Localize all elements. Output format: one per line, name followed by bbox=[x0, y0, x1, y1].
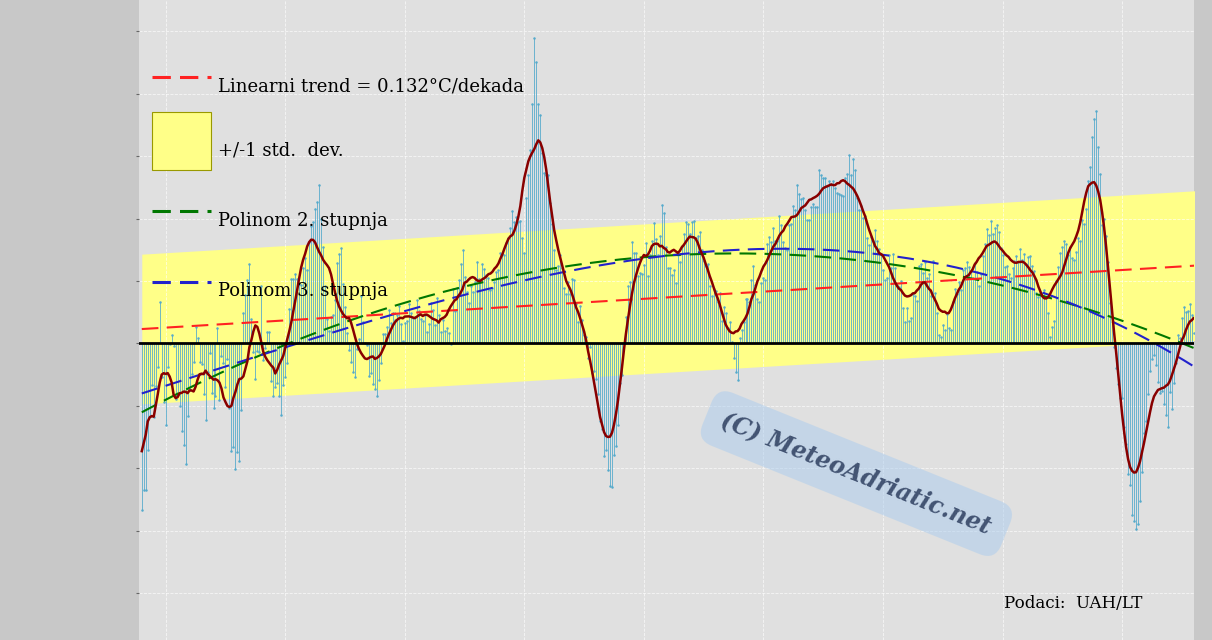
Text: Podaci:  UAH/LT: Podaci: UAH/LT bbox=[1004, 595, 1143, 612]
Text: (C) MeteoAdriatic.net: (C) MeteoAdriatic.net bbox=[718, 408, 995, 539]
Text: Polinom 3. stupnja: Polinom 3. stupnja bbox=[218, 282, 389, 300]
Text: Polinom 2. stupnja: Polinom 2. stupnja bbox=[218, 212, 388, 230]
Text: +/-1 std.  dev.: +/-1 std. dev. bbox=[218, 141, 344, 159]
Text: Linearni trend = 0.132°C/dekada: Linearni trend = 0.132°C/dekada bbox=[218, 77, 525, 95]
Bar bbox=[152, 112, 211, 170]
